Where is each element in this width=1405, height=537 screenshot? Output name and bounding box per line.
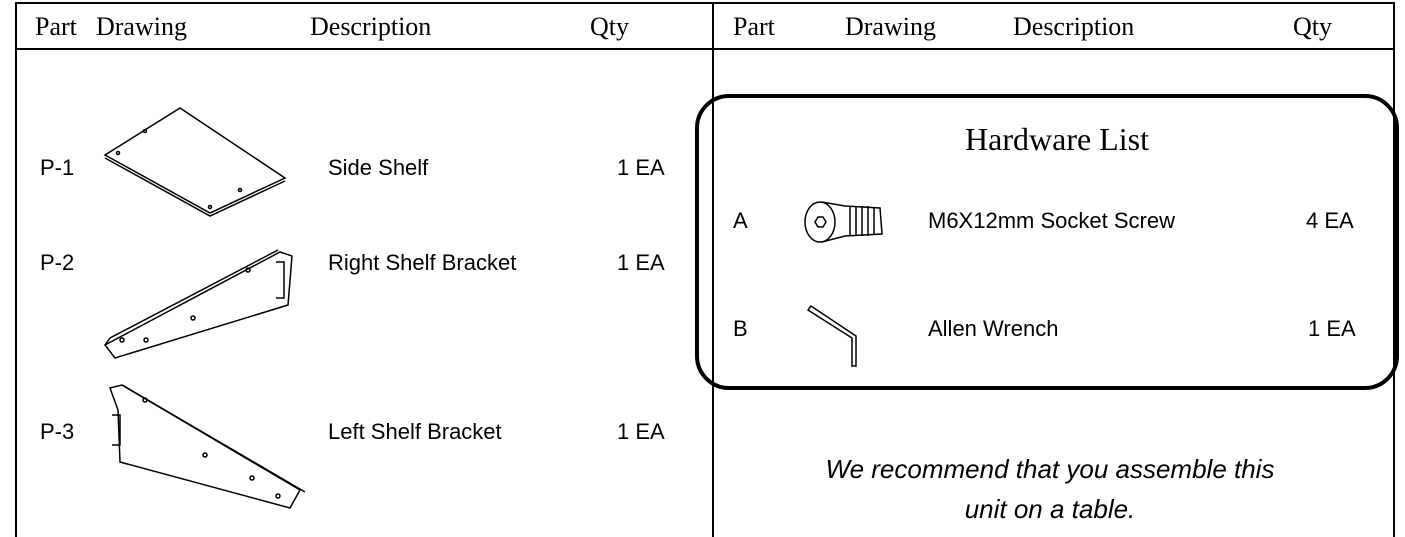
note-line: We recommend that you assemble this: [826, 454, 1275, 484]
header-cell: Qty: [1293, 12, 1332, 41]
hardware-box: [695, 94, 1399, 390]
part-description: Right Shelf Bracket: [328, 250, 516, 275]
left-rows: P-1 Side Shelf 1 EA P-2 Right Shelf Brac…: [40, 155, 665, 444]
part-description: Side Shelf: [328, 155, 429, 180]
note: We recommend that you assemble this unit…: [826, 454, 1275, 524]
note-line: unit on a table.: [965, 494, 1136, 524]
part-qty: 1 EA: [617, 155, 665, 180]
part-qty: 1 EA: [617, 250, 665, 275]
header-cell: Part: [733, 12, 776, 41]
hardware-rows: A M6X12mm Socket Screw 4 EA B Allen Wren…: [733, 208, 1356, 341]
part-id: P-3: [40, 419, 74, 444]
header-cell: Drawing: [845, 12, 936, 41]
hardware-id: A: [733, 208, 748, 233]
header-cell: Drawing: [96, 12, 187, 41]
hardware-description: Allen Wrench: [928, 316, 1058, 341]
hardware-title: Hardware List: [965, 121, 1149, 157]
part-description: Left Shelf Bracket: [328, 419, 502, 444]
right-header: Part Drawing Description Qty: [733, 12, 1332, 41]
hardware-qty: 1 EA: [1308, 316, 1356, 341]
header-cell: Description: [1013, 12, 1134, 41]
hardware-id: B: [733, 316, 748, 341]
hardware-qty: 4 EA: [1306, 208, 1354, 233]
wrench-drawing: [806, 304, 857, 367]
screw-drawing: [804, 201, 883, 243]
left-bracket-drawing: [109, 384, 306, 509]
header-cell: Part: [35, 12, 78, 41]
hardware-description: M6X12mm Socket Screw: [928, 208, 1175, 233]
part-id: P-1: [40, 155, 74, 180]
header-cell: Description: [310, 12, 431, 41]
side-shelf-drawing: [103, 107, 287, 217]
right-bracket-drawing: [103, 249, 293, 359]
header-cell: Qty: [590, 12, 629, 41]
left-header: Part Drawing Description Qty: [35, 12, 629, 41]
part-qty: 1 EA: [617, 419, 665, 444]
part-id: P-2: [40, 250, 74, 275]
outer-border: [15, 2, 1395, 537]
